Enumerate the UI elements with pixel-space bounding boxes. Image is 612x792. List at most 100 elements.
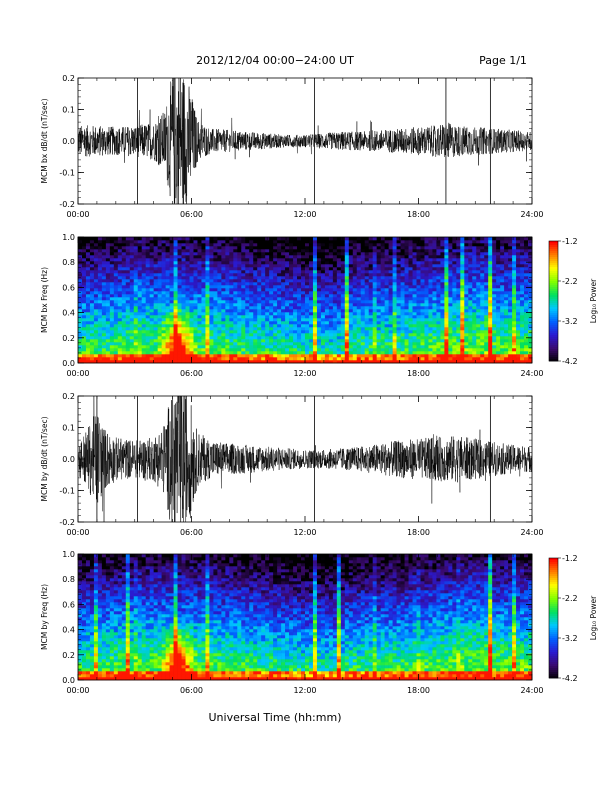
spectrogram-cell: [97, 345, 103, 349]
spectrogram-cell: [528, 297, 533, 301]
spectrogram-cell: [101, 303, 107, 307]
spectrogram-cell: [285, 261, 290, 265]
spectrogram-cell: [408, 309, 413, 313]
spectrogram-cell: [105, 318, 111, 322]
spectrogram-cell: [356, 333, 362, 337]
spectrogram-cell: [472, 336, 477, 340]
spectrogram-cell: [308, 270, 314, 274]
spectrogram-cell: [332, 273, 338, 277]
spectrogram-cell: [289, 258, 294, 262]
spectrogram-cell: [480, 243, 485, 247]
spectrogram-cell: [488, 276, 493, 280]
spectrogram-cell: [97, 252, 103, 256]
spectrogram-cell: [149, 246, 154, 250]
spectrogram-cell: [197, 333, 202, 337]
spectrogram-cell: [328, 300, 334, 304]
spectrogram-cell: [145, 243, 150, 247]
spectrogram-cell: [412, 273, 417, 277]
spectrogram-cell: [308, 246, 314, 250]
spectrogram-cell: [476, 354, 481, 358]
spectrogram-cell: [464, 249, 469, 253]
spectrogram-cell: [488, 264, 493, 268]
spectrogram-cell: [428, 309, 433, 313]
spectrogram-cell: [456, 357, 461, 361]
spectrogram-cell: [177, 237, 182, 241]
spectrogram-cell: [524, 321, 529, 325]
spectrogram-cell: [201, 345, 206, 349]
spectrogram-cell: [440, 282, 445, 286]
spectrogram-cell: [241, 246, 246, 250]
spectrogram-cell: [241, 261, 246, 265]
spectrogram-cell: [193, 351, 198, 355]
spectrogram-cell: [412, 270, 417, 274]
spectrogram-cell: [412, 282, 417, 286]
spectrogram-cell: [412, 294, 417, 298]
spectrogram-cell: [400, 324, 405, 328]
spectrogram-cell: [420, 282, 425, 286]
spectrogram-cell: [305, 255, 310, 259]
spectrogram-cell: [404, 336, 409, 340]
spectrogram-cell: [524, 309, 529, 313]
spectrogram-cell: [241, 318, 246, 322]
spectrogram-cell: [504, 312, 509, 316]
spectrogram-cell: [197, 297, 202, 301]
spectrogram-cell: [293, 330, 298, 334]
spectrogram-cell: [169, 342, 174, 346]
spectrogram-cell: [312, 261, 318, 265]
spectrogram-cell: [480, 297, 485, 301]
spectrogram-cell: [105, 255, 111, 259]
spectrogram-cell: [177, 249, 182, 253]
spectrogram-cell: [488, 273, 493, 277]
spectrogram-cell: [129, 303, 135, 307]
spectrogram-cell: [496, 249, 501, 253]
spectrogram-cell: [241, 360, 246, 364]
spectrogram-cell: [328, 285, 334, 289]
spectrogram-cell: [416, 246, 421, 250]
spectrogram-cell: [420, 264, 425, 268]
spectrogram-cell: [368, 276, 373, 280]
spectrogram-cell: [392, 306, 397, 310]
spectrogram-cell: [408, 297, 413, 301]
spectrogram-cell: [201, 276, 206, 280]
spectrogram-cell: [141, 258, 146, 262]
spectrogram-cell: [412, 276, 417, 280]
spectrogram-cell: [392, 273, 397, 277]
spectrogram-cell: [488, 333, 493, 337]
spectrogram-cell: [165, 267, 170, 271]
spectrogram-cell: [372, 285, 377, 289]
spectrogram-cell: [297, 324, 302, 328]
spectrogram-cell: [480, 279, 485, 283]
spectrogram-cell: [78, 318, 83, 322]
spectrogram-cell: [340, 327, 346, 331]
spectrogram-cell: [225, 243, 230, 247]
spectrogram-cell: [528, 348, 533, 352]
spectrogram-cell: [464, 279, 469, 283]
spectrogram-cell: [344, 300, 350, 304]
spectrogram-cell: [85, 342, 91, 346]
spectrogram-cell: [432, 270, 437, 274]
spectrogram-cell: [480, 276, 485, 280]
spectrogram-cell: [257, 249, 262, 253]
spectrogram-cell: [468, 309, 473, 313]
spectrogram-cell: [141, 336, 146, 340]
spectrogram-cell: [440, 354, 445, 358]
spectrogram-cell: [352, 270, 358, 274]
spectrogram-cell: [93, 312, 99, 316]
spectrogram-cell: [496, 330, 501, 334]
spectrogram-cell: [348, 291, 354, 295]
spectrogram-cell: [460, 285, 465, 289]
spectrogram-cell: [480, 348, 485, 352]
spectrogram-cell: [145, 276, 150, 280]
spectrogram-cell: [233, 333, 238, 337]
spectrogram-cell: [496, 252, 501, 256]
spectrogram-cell: [213, 315, 218, 319]
spectrogram-cell: [324, 282, 330, 286]
spectrogram-cell: [109, 321, 115, 325]
spectrogram-cell: [440, 291, 445, 295]
spectrogram-cell: [265, 348, 270, 352]
spectrogram-cell: [508, 258, 513, 262]
spectrogram-cell: [416, 258, 421, 262]
spectrogram-cell: [305, 315, 310, 319]
spectrogram-cell: [105, 312, 111, 316]
spectrogram-cell: [352, 306, 358, 310]
